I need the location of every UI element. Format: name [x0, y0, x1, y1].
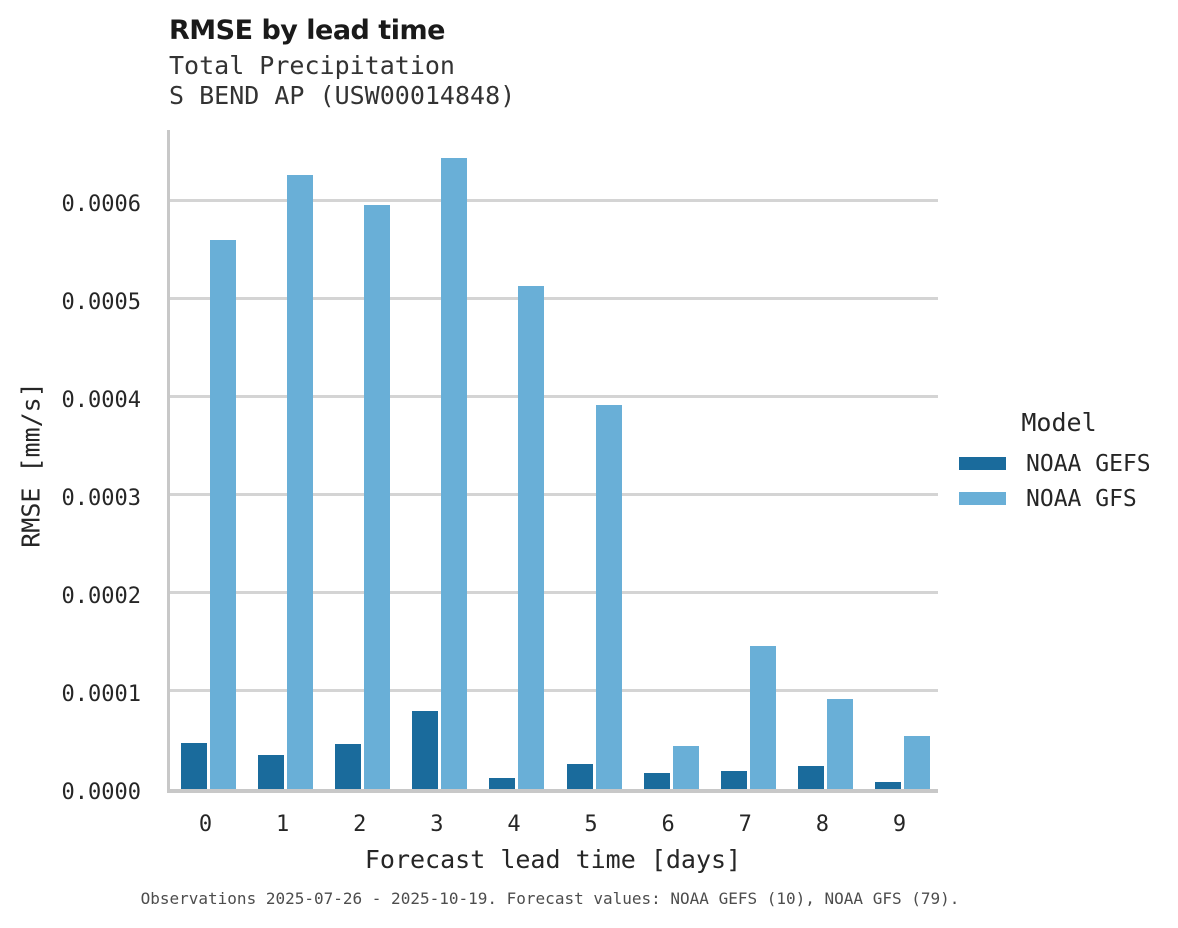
bar-noaa-gefs-lead-3: [412, 711, 439, 789]
x-axis-title: Forecast lead time [days]: [364, 845, 742, 874]
bar-noaa-gfs-lead-0: [210, 240, 237, 789]
bar-group-lead-1: [247, 130, 324, 789]
legend-label: NOAA GEFS: [1026, 450, 1151, 477]
x-tick-label-2: 2: [353, 812, 367, 837]
bar-noaa-gefs-lead-6: [643, 773, 670, 789]
bar-noaa-gfs-lead-7: [749, 646, 776, 789]
gridline: [170, 591, 938, 595]
bar-group-lead-9: [864, 130, 941, 789]
x-tick-label-0: 0: [198, 812, 213, 837]
legend-label: NOAA GFS: [1026, 485, 1137, 512]
y-tick-label: 0.0006: [61, 192, 141, 218]
y-tick-label: 0.0002: [61, 584, 141, 610]
bar-group-lead-0: [170, 130, 247, 789]
bar-noaa-gfs-lead-6: [672, 746, 699, 789]
bar-noaa-gfs-lead-3: [441, 158, 468, 789]
bar-noaa-gefs-lead-1: [258, 755, 285, 789]
x-tick-label-9: 9: [892, 812, 907, 837]
chart-subtitle-variable: Total Precipitation: [169, 51, 455, 80]
bar-noaa-gefs-lead-9: [874, 782, 901, 789]
y-tick-label: 0.0004: [61, 388, 141, 414]
legend-row-noaa-gfs: NOAA GFS: [959, 481, 1159, 516]
x-tick-label-4: 4: [507, 812, 521, 837]
bar-noaa-gfs-lead-1: [287, 175, 314, 789]
bar-group-lead-7: [710, 130, 787, 789]
y-tick-label: 0.0000: [61, 780, 141, 805]
bar-noaa-gfs-lead-8: [826, 699, 853, 789]
legend: Model NOAA GEFS NOAA GFS: [959, 408, 1159, 516]
bar-noaa-gfs-lead-9: [903, 736, 930, 789]
plot-area: [167, 130, 938, 793]
bar-group-lead-4: [478, 130, 555, 789]
y-tick-label: 0.0005: [61, 290, 141, 316]
bar-noaa-gfs-lead-4: [518, 286, 545, 789]
chart-title: RMSE by lead time: [169, 15, 445, 46]
figure-caption: Observations 2025-07-26 - 2025-10-19. Fo…: [140, 889, 960, 908]
chart-subtitle-station: S BEND AP (USW00014848): [169, 81, 516, 110]
x-tick-label-5: 5: [584, 812, 598, 837]
legend-swatch: [959, 457, 1006, 470]
bar-group-lead-3: [401, 130, 478, 789]
bar-group-lead-6: [633, 130, 710, 789]
bar-noaa-gefs-lead-8: [797, 766, 824, 789]
bar-group-lead-8: [787, 130, 864, 789]
y-tick-label: 0.0001: [61, 682, 141, 708]
bar-noaa-gefs-lead-7: [720, 771, 747, 789]
bar-noaa-gfs-lead-5: [595, 405, 622, 789]
bar-noaa-gefs-lead-4: [489, 778, 516, 789]
gridline: [170, 199, 938, 203]
x-tick-label-7: 7: [738, 812, 752, 837]
bar-group-lead-2: [324, 130, 401, 789]
x-tick-label-6: 6: [661, 812, 675, 837]
x-tick-label-8: 8: [815, 812, 829, 837]
bar-noaa-gefs-lead-2: [335, 744, 362, 789]
bar-noaa-gefs-lead-5: [566, 764, 593, 789]
legend-swatch: [959, 492, 1006, 505]
y-tick-label: 0.0003: [61, 486, 141, 512]
legend-title: Model: [1021, 408, 1097, 437]
legend-row-noaa-gefs: NOAA GEFS: [959, 446, 1159, 481]
bar-noaa-gfs-lead-2: [364, 205, 391, 789]
x-tick-label-3: 3: [430, 812, 444, 837]
gridline: [170, 493, 938, 497]
bar-noaa-gefs-lead-0: [181, 743, 208, 789]
gridline: [170, 395, 938, 399]
gridline: [170, 297, 938, 301]
bar-group-lead-5: [556, 130, 633, 789]
x-tick-label-1: 1: [276, 812, 290, 837]
gridline: [170, 689, 938, 693]
